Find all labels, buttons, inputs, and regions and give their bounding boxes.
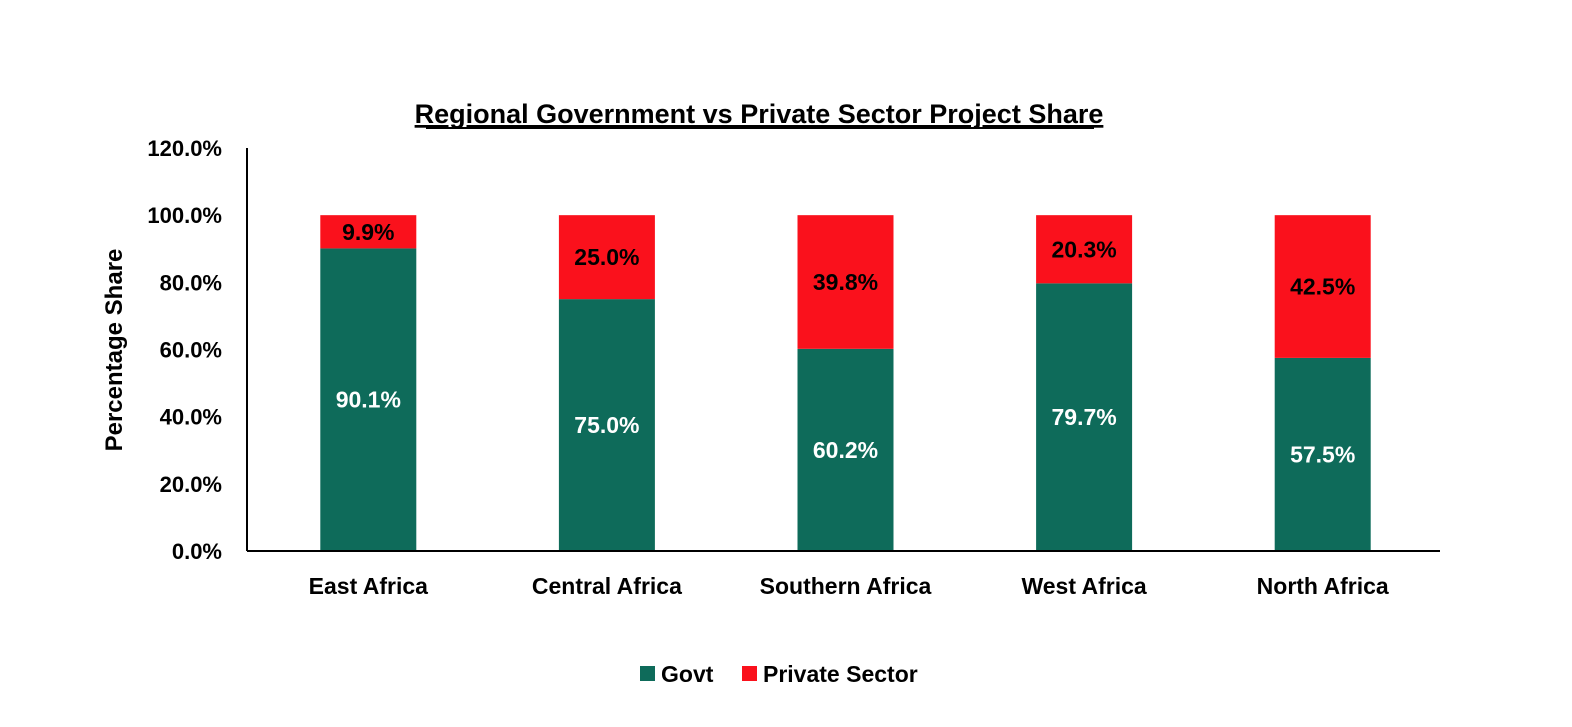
- x-tick-label: Southern Africa: [760, 573, 932, 599]
- bar-segment-govt: [1036, 283, 1133, 551]
- y-tick-label: 120.0%: [147, 136, 222, 161]
- bar-segment-govt: [1274, 357, 1371, 551]
- data-label: 25.0%: [574, 244, 639, 270]
- data-label: 57.5%: [1290, 441, 1355, 467]
- y-tick-label: 40.0%: [160, 405, 222, 430]
- x-tick-label: West Africa: [1021, 573, 1146, 599]
- bar-segment-private-sector: [558, 215, 655, 300]
- y-axis-ticks: 0.0% 20.0% 40.0% 60.0% 80.0% 100.0% 120.0%: [147, 136, 222, 564]
- legend-label-govt: Govt: [661, 661, 714, 687]
- data-label: 42.5%: [1290, 274, 1355, 300]
- data-label: 60.2%: [813, 437, 878, 463]
- bar-segment-private-sector: [1274, 215, 1371, 358]
- bar-segment-govt: [558, 299, 655, 551]
- y-tick-label: 20.0%: [160, 472, 222, 497]
- chart-title: Regional Government vs Private Sector Pr…: [415, 99, 1104, 129]
- data-label: 90.1%: [336, 387, 401, 413]
- legend-swatch-govt: [640, 666, 655, 681]
- bars: 90.1% 9.9% 75.0% 25.0% 60.2% 39.8% 79.7% 20.3% 5…: [320, 215, 1371, 551]
- y-tick-label: 0.0%: [172, 539, 222, 564]
- bar-segment-govt: [320, 248, 417, 551]
- y-axis-label: Percentage Share: [101, 249, 128, 452]
- x-tick-label: East Africa: [309, 573, 429, 599]
- legend: Govt Private Sector: [640, 661, 918, 687]
- y-tick-label: 80.0%: [160, 270, 222, 295]
- x-tick-label: North Africa: [1257, 573, 1389, 599]
- x-tick-label: Central Africa: [532, 573, 682, 599]
- bar-segment-govt: [797, 348, 894, 551]
- bar-segment-private-sector: [320, 215, 417, 249]
- y-tick-label: 60.0%: [160, 338, 222, 363]
- legend-label-private-sector: Private Sector: [763, 661, 918, 687]
- x-axis-ticks: East Africa Central Africa Southern Africa…: [309, 573, 1389, 599]
- data-label: 9.9%: [342, 219, 394, 245]
- bar-segment-private-sector: [797, 215, 894, 349]
- legend-swatch-private-sector: [742, 666, 757, 681]
- data-label: 75.0%: [574, 412, 639, 438]
- bar-segment-private-sector: [1036, 215, 1133, 284]
- data-label: 20.3%: [1051, 236, 1116, 262]
- data-label: 79.7%: [1051, 404, 1116, 430]
- data-label: 39.8%: [813, 269, 878, 295]
- y-tick-label: 100.0%: [147, 203, 222, 228]
